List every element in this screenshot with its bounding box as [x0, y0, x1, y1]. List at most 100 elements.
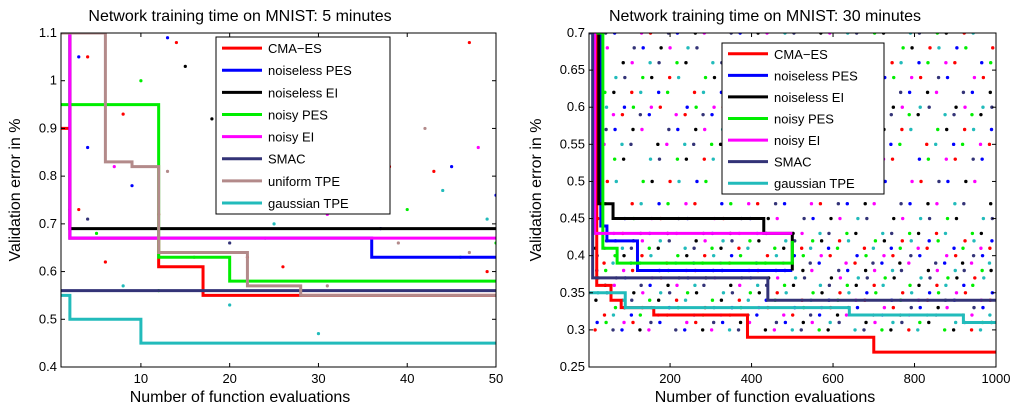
scatter-point	[674, 112, 678, 117]
scatter-point	[647, 246, 651, 250]
scatter-point	[872, 268, 877, 273]
scatter-point	[775, 291, 779, 295]
scatter-point	[909, 291, 914, 295]
scatter-point	[86, 55, 90, 59]
scatter-point	[666, 202, 670, 206]
scatter-point	[676, 253, 680, 258]
scatter-point	[710, 112, 714, 117]
scatter-point	[694, 127, 698, 132]
scatter-point	[755, 313, 759, 317]
legend-box	[215, 36, 391, 215]
scatter-point	[676, 75, 681, 80]
scatter-point	[718, 142, 723, 147]
scatter-point	[711, 253, 716, 258]
scatter-point	[632, 46, 636, 50]
scatter-point	[962, 283, 966, 288]
y-tick-label: 0.65	[560, 62, 585, 77]
scatter-point	[881, 231, 885, 236]
scatter-point	[891, 320, 895, 325]
scatter-point	[864, 253, 868, 258]
scatter-point	[964, 46, 968, 50]
scatter-point	[594, 298, 598, 302]
scatter-point	[889, 246, 893, 250]
scatter-point	[936, 239, 940, 243]
scatter-point	[847, 291, 851, 295]
legend: CMA−ES noiseless PES noiseless EI noisy PES…	[721, 42, 885, 195]
scatter-point	[623, 75, 627, 80]
legend-entry: noiseless EI	[774, 90, 844, 105]
scatter-point	[808, 246, 813, 250]
scatter-point	[953, 157, 957, 161]
scatter-point	[683, 246, 687, 250]
scatter-point	[649, 105, 654, 109]
scatter-point	[620, 246, 625, 250]
scatter-point	[981, 75, 986, 80]
scatter-point	[811, 291, 815, 295]
scatter-point	[979, 112, 983, 117]
scatter-point	[658, 239, 662, 243]
scatter-point	[757, 291, 761, 295]
scatter-point	[898, 90, 903, 95]
scatter-point	[899, 202, 903, 206]
scatter-point	[945, 253, 949, 258]
scatter-point	[405, 207, 409, 212]
scatter-point	[702, 283, 706, 288]
scatter-point	[901, 46, 905, 50]
scatter-point	[962, 202, 966, 206]
scatter-point	[621, 268, 626, 273]
scatter-point	[954, 216, 959, 221]
scatter-point	[871, 261, 875, 265]
legend-entry: gaussian TPE	[268, 196, 349, 211]
scatter-point	[881, 283, 885, 288]
scatter-point	[629, 142, 633, 147]
scatter-point	[990, 239, 994, 243]
x-tick-label: 50	[489, 371, 503, 386]
legend-entry: uniform TPE	[268, 174, 340, 189]
scatter-point	[890, 231, 894, 236]
scatter-point	[782, 246, 786, 250]
scatter-point	[899, 60, 903, 65]
scatter-point	[942, 261, 947, 265]
scatter-point	[450, 165, 454, 169]
y-tick-label: 0.5	[567, 173, 585, 188]
scatter-point	[765, 253, 770, 258]
scatter-point	[918, 253, 922, 258]
scatter-point	[693, 202, 697, 206]
series-line	[61, 293, 496, 345]
scatter-point	[945, 75, 950, 80]
scatter-point	[890, 268, 895, 273]
scatter-point	[945, 305, 949, 310]
scatter-point	[738, 320, 743, 325]
scatter-point	[782, 202, 787, 206]
scatter-point	[926, 157, 931, 161]
scatter-point	[910, 46, 914, 50]
scatter-point	[927, 239, 931, 243]
scatter-point	[638, 313, 643, 317]
scatter-point	[165, 36, 170, 40]
scatter-point	[755, 202, 760, 206]
scatter-point	[630, 298, 634, 302]
scatter-point	[972, 239, 976, 243]
scatter-point	[604, 268, 608, 273]
scatter-point	[784, 291, 788, 295]
scatter-point	[657, 157, 662, 161]
scatter-point	[818, 202, 823, 206]
scatter-point	[908, 202, 912, 206]
scatter-point	[925, 90, 930, 95]
legend-entry: noiseless PES	[268, 63, 352, 78]
scatter-point	[874, 291, 878, 295]
scatter-point	[676, 127, 680, 132]
scatter-point	[907, 231, 912, 236]
scatter-point	[602, 313, 607, 317]
scatter-point	[325, 284, 329, 288]
scatter-point	[485, 217, 489, 221]
scatter-point	[695, 46, 699, 50]
scatter-point	[808, 261, 812, 265]
scatter-point	[810, 239, 815, 243]
scatter-point	[943, 231, 948, 236]
legend-entry: gaussian TPE	[774, 176, 855, 191]
scatter-point	[835, 313, 840, 317]
y-tick-label: 0.8	[39, 168, 57, 183]
scatter-point	[817, 328, 821, 332]
scatter-point	[988, 90, 992, 95]
